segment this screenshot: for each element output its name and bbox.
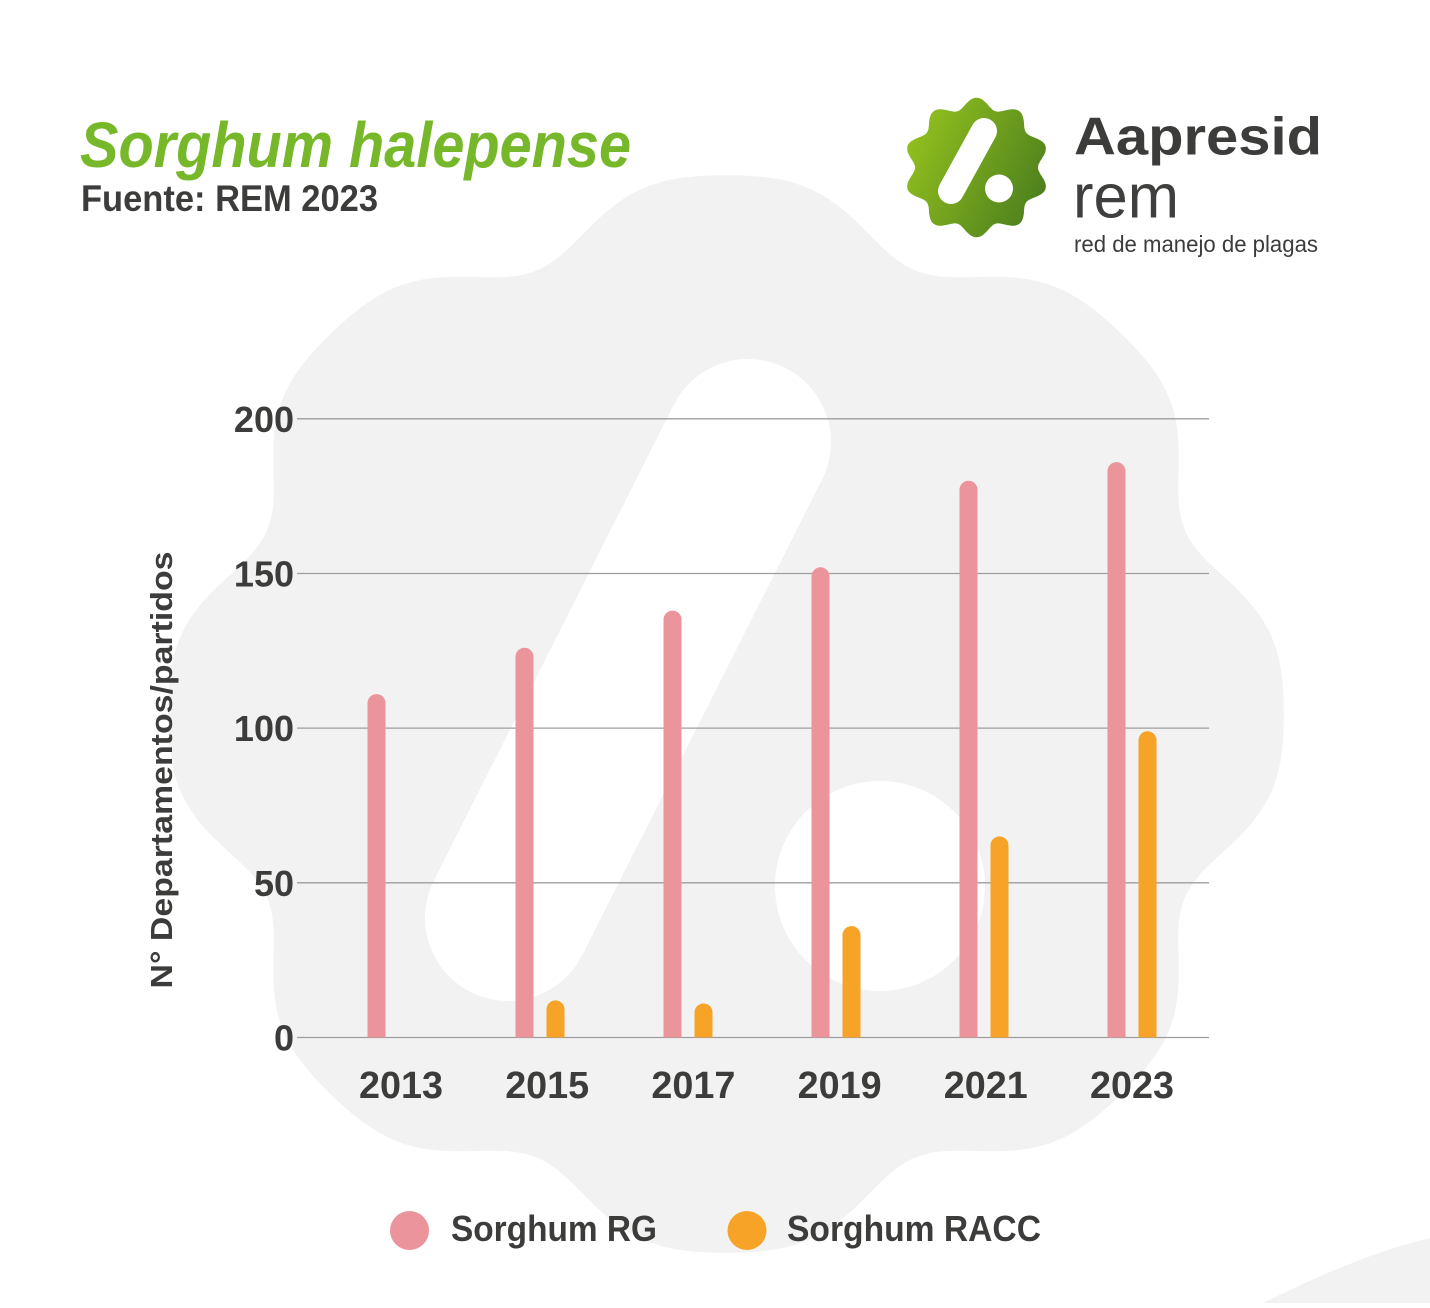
svg-text:100: 100 [234,708,294,749]
svg-text:150: 150 [234,554,294,595]
svg-text:red de manejo de plagas: red de manejo de plagas [1074,231,1318,257]
svg-text:Sorghum RACC: Sorghum RACC [787,1208,1041,1249]
svg-text:Sorghum RG: Sorghum RG [451,1208,657,1249]
svg-text:Fuente: REM 2023: Fuente: REM 2023 [81,178,378,219]
svg-text:2023: 2023 [1090,1065,1174,1107]
svg-text:2017: 2017 [651,1065,735,1107]
svg-text:2015: 2015 [505,1065,589,1107]
svg-text:N° Departamentos/partidos: N° Departamentos/partidos [144,552,179,989]
svg-text:0: 0 [274,1018,294,1059]
svg-text:Aapresid: Aapresid [1074,108,1322,167]
svg-text:2021: 2021 [944,1065,1028,1107]
svg-text:200: 200 [234,399,294,440]
svg-text:2019: 2019 [798,1065,882,1107]
svg-text:2013: 2013 [359,1065,443,1107]
svg-text:50: 50 [254,863,294,904]
svg-text:Sorghum halepense: Sorghum halepense [80,109,631,181]
svg-text:rem: rem [1073,163,1179,232]
